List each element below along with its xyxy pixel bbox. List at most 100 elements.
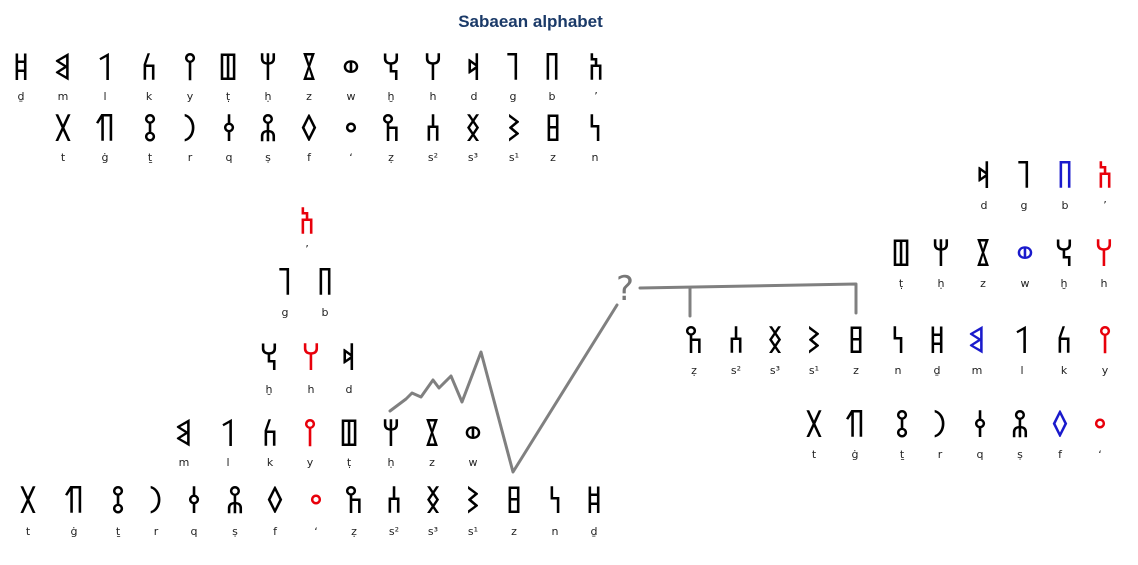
glyph: 𐩬 bbox=[890, 325, 905, 361]
glyph-label: k bbox=[146, 90, 153, 103]
glyph-label: ṯ bbox=[900, 448, 905, 461]
glyph-label: s² bbox=[389, 525, 399, 538]
glyph: 𐩺 bbox=[302, 418, 319, 454]
glyph: 𐩩 bbox=[18, 485, 38, 521]
glyph-label: w bbox=[347, 90, 356, 103]
glyph: 𐩯 bbox=[465, 113, 482, 149]
tree-row-4: 𐩣m 𐩡l 𐩫k 𐩺y 𐩷ṭ 𐩢ḥ 𐩸z 𐩥w bbox=[175, 418, 483, 469]
glyph: 𐩪 bbox=[385, 485, 403, 521]
glyph-label: ṣ bbox=[265, 151, 271, 164]
glyph-label: s² bbox=[731, 364, 741, 377]
glyph: 𐩧 bbox=[932, 409, 948, 445]
question-mark: ? bbox=[616, 269, 634, 309]
glyph-label: t bbox=[812, 448, 817, 461]
glyph: 𐩭 bbox=[259, 342, 280, 378]
glyph: 𐩪 bbox=[727, 325, 745, 361]
glyph: 𐩶 bbox=[844, 409, 865, 445]
right-row-1: 𐩵d 𐩴g 𐩨b 𐩱ʼ bbox=[977, 160, 1114, 212]
glyph-label: ṭ bbox=[226, 90, 231, 103]
glyph: 𐩼 bbox=[344, 485, 364, 521]
right-row-3: 𐩼ẓ 𐩪 s² 𐩯 s³ 𐩦 s¹ 𐩳z 𐩬n 𐩹ḏ 𐩣m 𐩡l 𐩫k 𐩺y bbox=[684, 325, 1113, 377]
glyph: 𐩩 bbox=[53, 113, 73, 149]
glyph-label: ṭ bbox=[899, 277, 904, 290]
glyph: 𐩥 bbox=[463, 418, 482, 454]
glyph-label: t bbox=[26, 525, 31, 538]
glyph-label: ẓ bbox=[351, 525, 357, 538]
glyph: 𐩷 bbox=[217, 52, 238, 88]
glyph: 𐩸 bbox=[424, 418, 441, 454]
glyph-label: ʻ bbox=[1098, 448, 1102, 461]
glyph: 𐩩 bbox=[804, 409, 824, 445]
glyph-label: b bbox=[549, 90, 556, 103]
glyph: 𐩢 bbox=[258, 52, 279, 88]
glyph: 𐩲 bbox=[309, 485, 324, 521]
glyph: 𐩷 bbox=[890, 238, 911, 274]
glyph: 𐩫 bbox=[261, 418, 279, 454]
glyph-label: m bbox=[58, 90, 69, 103]
glyph-layer: 𐩹ḏ𐩣m𐩡l𐩫k𐩺y𐩷ṭ𐩢ḥ𐩸z𐩥w𐩭ḫ𐩠h𐩵d𐩴g𐩨b𐩱ʼ𐩩t𐩶ġ𐩻ṯ𐩧r𐩤q… bbox=[12, 52, 1114, 538]
glyph-label: n bbox=[552, 525, 559, 538]
glyph: 𐩤 bbox=[221, 113, 238, 149]
glyph-label: ṯ bbox=[148, 151, 153, 164]
glyph-label: z bbox=[511, 525, 517, 538]
glyph: 𐩠 bbox=[301, 342, 322, 378]
glyph-label: g bbox=[510, 90, 517, 103]
glyph-label: g bbox=[282, 306, 289, 319]
glyph: 𐩤 bbox=[972, 409, 989, 445]
glyph-label: w bbox=[1021, 277, 1030, 290]
glyph: 𐩪 bbox=[424, 113, 442, 149]
glyph: 𐩳 bbox=[544, 113, 562, 149]
glyph-label: r bbox=[188, 151, 193, 164]
glyph-label: s¹ bbox=[509, 151, 519, 164]
glyph: 𐩲 bbox=[1093, 409, 1108, 445]
glyph: 𐩥 bbox=[341, 52, 360, 88]
glyph: 𐩸 bbox=[975, 238, 992, 274]
glyph-label: ḥ bbox=[938, 277, 945, 290]
glyph-label: ʼ bbox=[305, 243, 309, 256]
glyph: 𐩥 bbox=[1015, 238, 1034, 274]
glyph-label: ḫ bbox=[266, 383, 273, 396]
glyph-label: z bbox=[980, 277, 986, 290]
glyph: 𐩫 bbox=[1055, 325, 1073, 361]
glyph: 𐩵 bbox=[977, 160, 992, 196]
glyph: 𐩨 bbox=[316, 267, 334, 303]
glyph-label: y bbox=[307, 456, 314, 469]
glyph-label: ṣ bbox=[232, 525, 238, 538]
glyph-label: s¹ bbox=[809, 364, 819, 377]
glyph: 𐩡 bbox=[221, 418, 235, 454]
glyph-label: r bbox=[154, 525, 159, 538]
glyph-label: l bbox=[226, 456, 229, 469]
glyph: 𐩹 bbox=[928, 325, 946, 361]
glyph: 𐩻 bbox=[894, 409, 911, 445]
glyph: 𐩦 bbox=[807, 325, 822, 361]
glyph-label: ġ bbox=[71, 525, 78, 538]
glyph: 𐩹 bbox=[585, 485, 603, 521]
glyph: 𐩳 bbox=[505, 485, 523, 521]
glyph: 𐩠 bbox=[1094, 238, 1115, 274]
glyph-label: ẓ bbox=[388, 151, 394, 164]
glyph-label: g bbox=[1021, 199, 1028, 212]
glyph-label: s³ bbox=[428, 525, 438, 538]
glyph-label: ġ bbox=[102, 151, 109, 164]
glyph-label: w bbox=[469, 456, 478, 469]
glyph: 𐩶 bbox=[63, 485, 84, 521]
glyph: 𐩵 bbox=[467, 52, 482, 88]
glyph-label: s² bbox=[428, 151, 438, 164]
top-row-1: 𐩹ḏ 𐩣m 𐩡l 𐩫k 𐩺y 𐩷ṭ 𐩢ḥ 𐩸z 𐩥w 𐩭ḫ 𐩠h 𐩵d 𐩴g 𐩨b 𐩱ʼ bbox=[12, 52, 605, 103]
glyph-label: ḏ bbox=[934, 364, 941, 377]
glyph-label: ʻ bbox=[349, 151, 353, 164]
glyph: 𐩱 bbox=[587, 52, 605, 88]
glyph: 𐩮 bbox=[225, 485, 246, 521]
glyph: 𐩣 bbox=[54, 52, 72, 88]
glyph: 𐩢 bbox=[381, 418, 402, 454]
glyph: 𐩱 bbox=[298, 206, 316, 242]
diagram-title: Sabaean alphabet bbox=[458, 12, 603, 31]
glyph-label: m bbox=[972, 364, 983, 377]
glyph-label: d bbox=[471, 90, 478, 103]
glyph-label: ʻ bbox=[314, 525, 318, 538]
glyph: 𐩸 bbox=[301, 52, 318, 88]
glyph-label: h bbox=[1101, 277, 1108, 290]
connector-lines bbox=[388, 282, 858, 474]
glyph-label: k bbox=[267, 456, 274, 469]
